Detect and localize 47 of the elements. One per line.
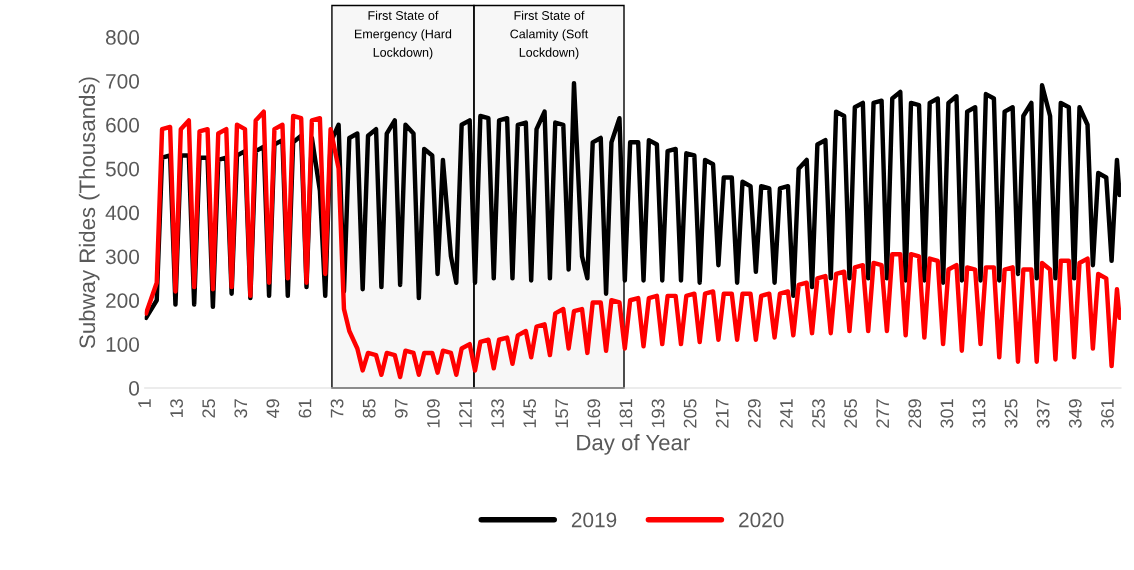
x-tick-label: 85 (362, 399, 376, 418)
x-tick-label: 313 (972, 399, 986, 428)
x-tick-label: 241 (780, 399, 793, 428)
x-tick-label: 13 (170, 399, 183, 418)
band-label: First State of Calamity (Soft Lockdown) (510, 10, 589, 60)
y-tick-label: 300 (105, 249, 140, 265)
x-tick-label: 277 (876, 399, 889, 428)
x-tick-label: 157 (555, 399, 569, 428)
x-tick-label: 145 (523, 399, 537, 428)
x-tick-label: 337 (1036, 399, 1050, 428)
x-axis-title: Day of Year (577, 434, 690, 455)
y-tick-label: 600 (106, 117, 140, 133)
line-series (144, 109, 1121, 380)
x-tick-label: 121 (459, 399, 472, 428)
y-axis-title: Subway Rides (Thousands) (78, 77, 100, 348)
x-tick-label: 25 (202, 399, 216, 418)
x-tick-label: 181 (619, 399, 633, 428)
x-tick-label: 253 (812, 399, 825, 428)
legend-label: 2019 (571, 512, 617, 528)
x-tick-label: 289 (908, 399, 922, 428)
y-tick-label: 0 (129, 381, 140, 396)
x-tick-label: 37 (234, 399, 248, 418)
x-tick-label: 61 (298, 399, 312, 418)
x-tick-label: 361 (1100, 399, 1114, 428)
x-tick-label: 133 (491, 399, 504, 428)
x-tick-label: 349 (1068, 399, 1082, 428)
x-tick-label: 301 (940, 399, 954, 428)
x-tick-label: 205 (683, 399, 697, 428)
y-tick-label: 100 (106, 337, 140, 352)
y-tick-label: 200 (106, 293, 140, 309)
x-tick-label: 109 (426, 399, 440, 428)
x-tick-label: 49 (266, 399, 280, 419)
x-tick-label: 169 (587, 399, 601, 428)
x-tick-label: 193 (651, 399, 665, 428)
y-tick-label: 700 (106, 73, 140, 89)
y-tick-label: 500 (105, 161, 140, 177)
x-tick-label: 97 (394, 399, 408, 418)
x-tick-label: 217 (715, 399, 729, 428)
x-tick-label: 265 (844, 399, 857, 428)
legend-label: 2020 (739, 512, 784, 528)
x-tick-label: 229 (747, 399, 761, 428)
x-tick-label: 325 (1004, 399, 1018, 428)
x-tick-label: 1 (138, 399, 151, 408)
x-tick-label: 73 (330, 399, 344, 418)
band-label: First State of Emergency (Hard Lockdown) (354, 10, 452, 60)
y-tick-label: 400 (105, 205, 140, 221)
y-tick-label: 800 (105, 30, 140, 45)
